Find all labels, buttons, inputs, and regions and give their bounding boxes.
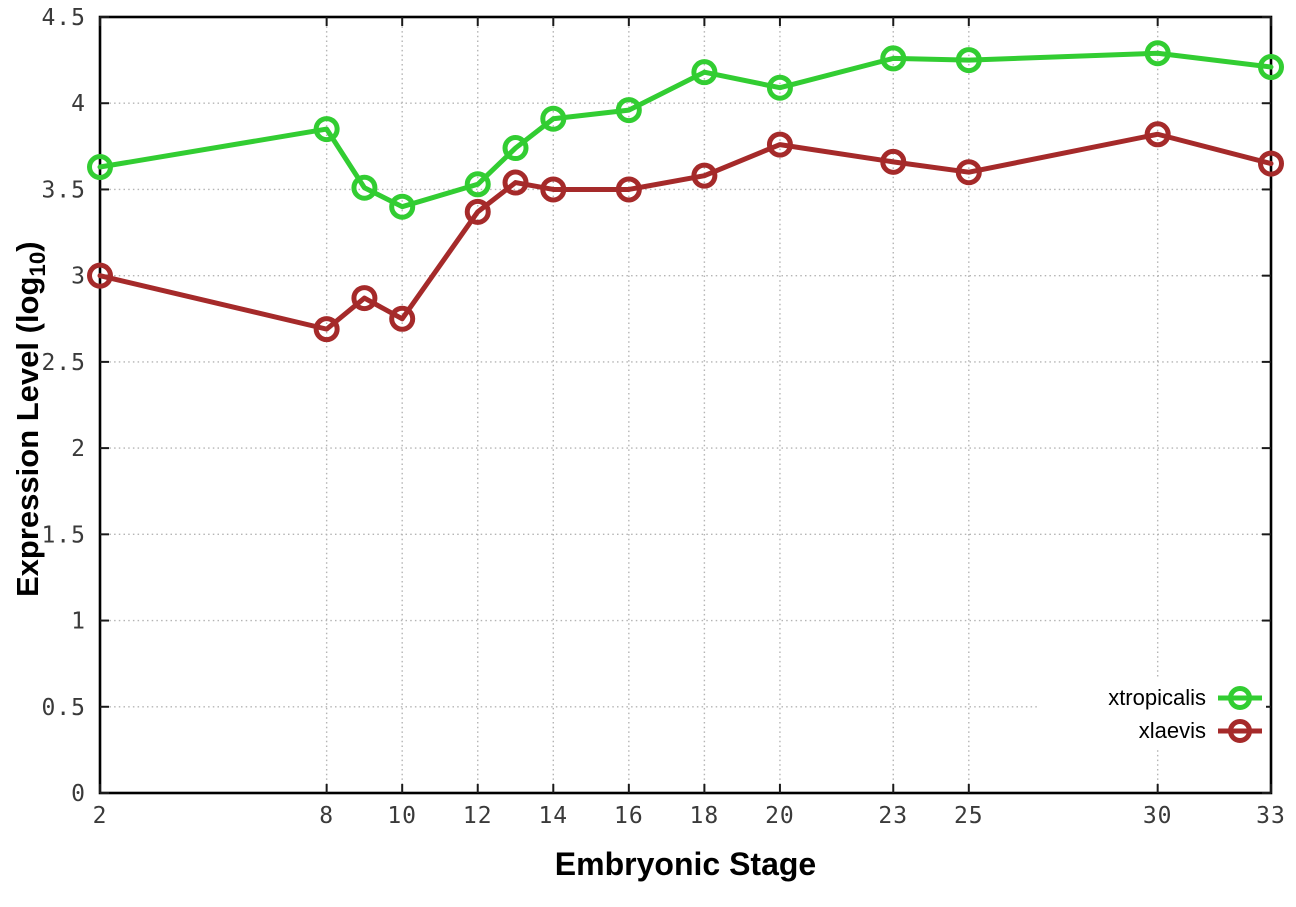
legend-item-xlaevis: xlaevis	[1139, 714, 1264, 747]
y-tick-label: 1.5	[41, 522, 86, 548]
x-tick-label: 25	[954, 803, 984, 829]
x-tick-label: 16	[614, 803, 644, 829]
x-tick-label: 33	[1256, 803, 1286, 829]
data-point-xlaevis	[464, 198, 491, 225]
y-axis-title-close: )	[10, 241, 45, 252]
x-tick-label: 30	[1143, 803, 1173, 829]
data-point-xlaevis	[1144, 121, 1171, 148]
data-point-xtropicalis	[464, 171, 491, 198]
legend-label-xtropicalis: xtropicalis	[1108, 684, 1206, 710]
x-tick-label: 2	[93, 803, 108, 829]
plot-border	[98, 15, 1273, 795]
data-point-xlaevis	[540, 176, 567, 203]
data-point-xtropicalis	[1258, 54, 1284, 81]
data-point-xtropicalis	[955, 47, 982, 74]
y-axis-title: Expression Level (log10)	[10, 241, 56, 597]
legend-label-xlaevis: xlaevis	[1138, 717, 1206, 743]
y-tick-label: 4.5	[41, 5, 86, 31]
legend: xtropicalis xlaevis	[1038, 679, 1266, 749]
y-tick-label: 0.5	[41, 695, 86, 721]
data-point-xtropicalis	[691, 59, 718, 86]
y-tick-label: 0	[71, 781, 86, 807]
data-point-xtropicalis	[313, 116, 340, 143]
data-point-xlaevis	[691, 162, 718, 189]
data-point-xlaevis	[766, 131, 793, 158]
data-point-xlaevis	[87, 262, 113, 289]
legend-item-xtropicalis: xtropicalis	[1108, 681, 1264, 714]
data-point-xtropicalis	[1144, 40, 1171, 67]
series-line-xtropicalis	[97, 50, 1274, 210]
y-tick-label: 1	[71, 609, 86, 635]
data-point-xtropicalis	[880, 45, 907, 72]
y-axis-title-subscript: 10	[25, 251, 51, 277]
data-point-xlaevis	[502, 169, 529, 196]
y-tick-label: 2.5	[41, 350, 86, 376]
y-tick-label: 3.5	[41, 177, 86, 203]
x-tick-label: 18	[690, 803, 720, 829]
y-tick-label: 4	[71, 91, 86, 117]
data-point-xtropicalis	[502, 135, 529, 162]
y-tick-label: 3	[71, 264, 86, 290]
x-axis-title: Embryonic Stage	[554, 846, 817, 882]
series-line-xlaevis	[97, 131, 1274, 332]
xlaevis-series-marker-icon	[1216, 718, 1264, 744]
data-point-xtropicalis	[87, 154, 113, 181]
xtropicalis-series-marker-icon	[1216, 685, 1264, 711]
x-tick-label: 8	[319, 803, 334, 829]
data-point-xlaevis	[615, 176, 642, 203]
data-point-xtropicalis	[351, 174, 378, 201]
data-point-xtropicalis	[389, 193, 416, 220]
x-tick-label: 10	[387, 803, 417, 829]
data-point-xlaevis	[351, 285, 378, 312]
data-point-xtropicalis	[615, 97, 642, 124]
data-point-xlaevis	[1258, 150, 1284, 177]
x-tick-label: 12	[463, 803, 493, 829]
x-tick-label: 23	[878, 803, 908, 829]
data-point-xlaevis	[389, 305, 416, 332]
y-axis-title-text: Expression Level (log	[10, 276, 45, 597]
x-tick-label: 14	[538, 803, 568, 829]
data-point-xtropicalis	[766, 74, 793, 101]
data-point-xlaevis	[955, 159, 982, 186]
x-tick-label: 20	[765, 803, 795, 829]
data-point-xlaevis	[880, 148, 907, 175]
data-point-xtropicalis	[540, 105, 567, 132]
data-point-xlaevis	[313, 316, 340, 343]
y-tick-label: 2	[71, 436, 86, 462]
